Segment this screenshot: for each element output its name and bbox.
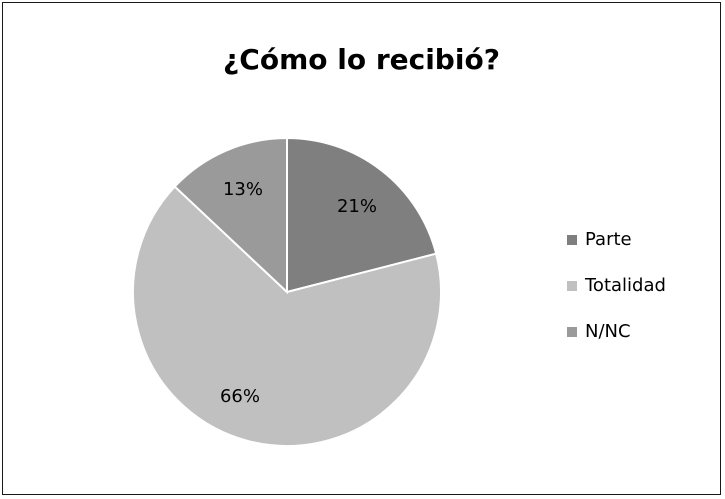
- chart-title: ¿Cómo lo recibió?: [223, 43, 500, 76]
- data-label-parte: 21%: [337, 196, 377, 217]
- data-label-totalidad: 66%: [220, 386, 260, 407]
- legend-label-parte: Parte: [585, 229, 632, 250]
- legend-item-nnc: N/NC: [567, 321, 666, 342]
- legend-item-parte: Parte: [567, 229, 666, 250]
- legend-label-nnc: N/NC: [585, 321, 631, 342]
- legend-item-totalidad: Totalidad: [567, 275, 666, 296]
- pie-slice-n-nc: [173, 136, 288, 295]
- pie-slice-totalidad: [132, 185, 442, 447]
- data-label-n-nc: 13%: [223, 179, 263, 200]
- legend-swatch-parte: [567, 234, 577, 245]
- legend-label-totalidad: Totalidad: [585, 275, 666, 296]
- legend: Parte Totalidad N/NC: [567, 229, 666, 368]
- pie-slice-parte: [286, 136, 438, 294]
- legend-swatch-totalidad: [567, 280, 577, 291]
- legend-swatch-nnc: [567, 326, 577, 337]
